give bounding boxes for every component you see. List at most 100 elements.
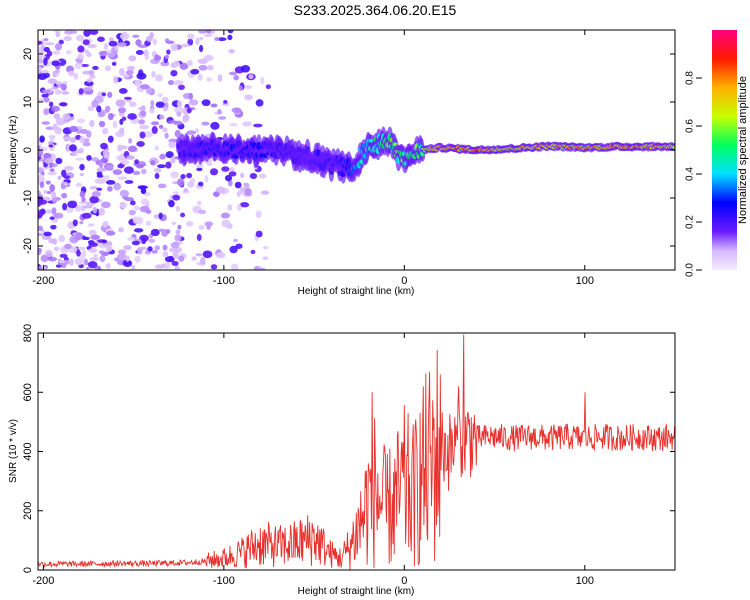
noise-cell [47, 78, 58, 84]
noise-cell [240, 65, 251, 73]
noise-cell [96, 171, 103, 177]
top-x-tick-label: 100 [576, 275, 594, 287]
noise-cell [79, 173, 84, 177]
noise-cell [131, 240, 140, 246]
noise-cell [223, 99, 228, 104]
noise-cell [198, 64, 208, 71]
noise-cell [127, 113, 137, 120]
noise-cell [176, 100, 183, 108]
noise-cell [103, 42, 109, 51]
noise-cell [128, 137, 133, 144]
noise-cell [38, 190, 41, 195]
noise-cell [119, 189, 130, 198]
noise-cell [228, 171, 237, 177]
noise-cell [238, 85, 243, 91]
noise-cell [231, 107, 242, 113]
noise-cell [152, 38, 157, 45]
noise-cell [182, 114, 190, 121]
noise-cell [90, 234, 100, 240]
noise-cell [88, 70, 95, 76]
noise-cell [52, 238, 58, 245]
noise-cell [38, 167, 44, 174]
noise-cell [204, 175, 209, 183]
noise-cell [178, 255, 185, 262]
noise-cell [183, 188, 189, 192]
noise-cell [68, 258, 74, 266]
noise-cell [215, 251, 226, 259]
noise-cell [228, 48, 236, 54]
noise-cell [248, 74, 254, 80]
noise-cell [216, 186, 226, 194]
noise-cell [88, 248, 98, 253]
noise-cell [168, 141, 176, 148]
colorbar-tick-label: 0.6 [685, 119, 696, 133]
noise-cell [116, 154, 126, 161]
noise-cell [108, 40, 118, 47]
noise-cell [63, 175, 71, 180]
noise-cell [173, 120, 183, 126]
noise-cell [45, 249, 53, 258]
noise-cell [72, 219, 78, 227]
noise-cell [171, 261, 179, 267]
noise-cell [41, 229, 46, 234]
noise-cell [116, 253, 127, 261]
noise-cell [48, 134, 56, 139]
noise-cell [162, 250, 169, 258]
noise-cell [186, 172, 193, 179]
noise-cell [119, 118, 124, 125]
noise-cell [100, 201, 111, 209]
noise-cell [62, 113, 71, 120]
colorbar-gradient [712, 30, 737, 270]
noise-cell [47, 256, 58, 262]
noise-cell [87, 105, 95, 112]
noise-cell [58, 259, 65, 264]
noise-cell [158, 124, 164, 129]
noise-cell [229, 245, 238, 254]
noise-cell [52, 50, 61, 55]
noise-cell [86, 154, 92, 161]
noise-cell [168, 255, 174, 263]
noise-cell [210, 121, 220, 130]
noise-cell [150, 100, 155, 106]
noise-cell [140, 110, 147, 117]
noise-cell [230, 263, 239, 270]
noise-cell [168, 199, 175, 208]
noise-cell [68, 70, 75, 77]
noise-cell [172, 191, 180, 195]
noise-cell [149, 108, 155, 113]
noise-cell [139, 234, 149, 242]
bottom-y-tick-label: 200 [22, 502, 34, 520]
noise-cell [96, 105, 102, 113]
noise-cell [129, 101, 137, 107]
noise-cell [200, 257, 206, 265]
noise-cell [181, 43, 191, 48]
noise-cell [49, 184, 55, 192]
top-x-tick-label: 0 [401, 275, 407, 287]
noise-cell [139, 246, 147, 250]
noise-cell [66, 207, 74, 213]
noise-cell [203, 33, 213, 37]
noise-cell [69, 137, 77, 143]
noise-cell [186, 220, 194, 227]
noise-cell [118, 227, 124, 233]
noise-cell [106, 165, 114, 170]
noise-cell [41, 266, 48, 270]
noise-cell [119, 202, 128, 209]
noise-cell [98, 160, 104, 169]
noise-cell [217, 74, 223, 82]
noise-cell [52, 197, 57, 203]
top-y-tick-label: 0 [22, 147, 34, 153]
noise-cell [133, 228, 144, 233]
noise-cell [212, 191, 220, 198]
noise-cell [104, 105, 111, 113]
noise-cell [80, 128, 88, 134]
noise-cell [65, 50, 72, 55]
noise-cell [147, 246, 153, 252]
noise-cell [122, 73, 130, 78]
noise-cell [77, 53, 84, 60]
noise-cell [81, 196, 86, 203]
noise-cell [88, 30, 99, 35]
noise-cell [198, 30, 207, 34]
colorbar-tick-label: 0.8 [685, 71, 696, 85]
noise-cell [138, 119, 145, 125]
